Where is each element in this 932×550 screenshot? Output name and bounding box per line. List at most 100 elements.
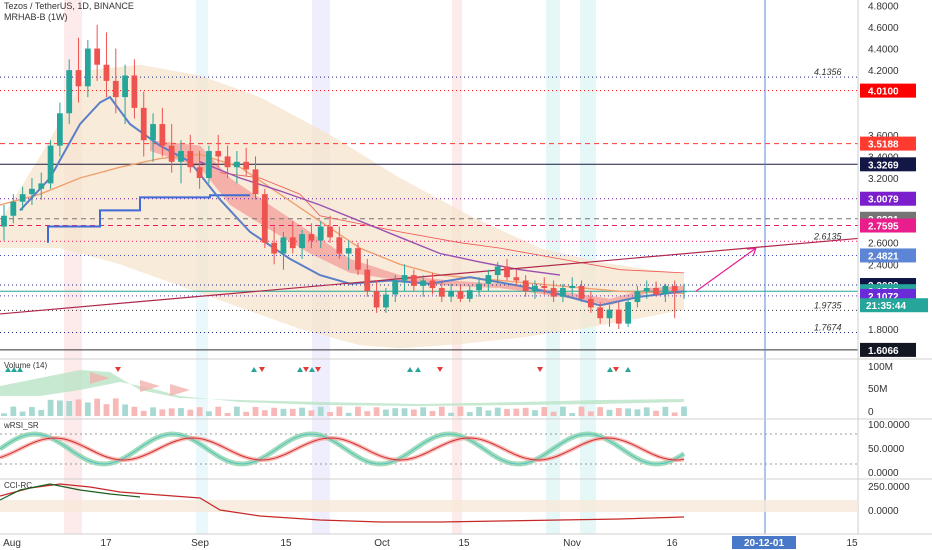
signal-up-marker [297,367,303,372]
volume-bar [383,409,389,416]
volume-bar [168,408,175,416]
price-badge [860,136,916,151]
volume-tick-label: 0 [868,407,874,418]
candle-body [494,266,501,276]
volume-bar [224,413,231,416]
price-badge-label: 2.4821 [868,251,899,262]
candle-body [122,75,128,98]
signal-down-marker [537,367,543,372]
candle-body [159,124,166,146]
candle-body [261,194,268,243]
volume-bar [66,401,73,416]
candle-body [373,291,380,308]
signal-down-marker [259,367,265,372]
candle-body [569,285,576,289]
volume-bar [615,408,622,416]
candle-body [233,161,240,168]
candle-body [317,226,324,241]
candle-body [271,242,278,254]
candle-body [364,269,371,292]
candle-body [75,70,82,87]
candle-body [597,307,604,319]
candle-body [392,280,399,295]
candle-body [541,285,548,289]
y-tick-label: 4.2000 [868,66,899,77]
signal-down-marker [315,367,321,372]
volume-bar [122,404,128,416]
volume-bar [504,408,510,416]
candle-body [615,309,622,324]
volume-bar [438,406,445,416]
symbol-title[interactable]: Tezos / TetherUS, 1D, BINANCE [4,1,134,11]
candle-body [187,151,194,168]
chart-header: Tezos / TetherUS, 1D, BINANCE MRHAB-B (1… [4,1,134,23]
price-badge [860,157,916,172]
candle-body [196,167,203,178]
volume-bar [38,409,45,416]
volume-bar [103,404,110,416]
candle-body [448,291,455,297]
volume-bar [84,402,91,416]
volume-bar [327,412,333,416]
candle-body [299,234,305,249]
volume-bar [429,411,436,416]
candle-body [289,237,296,249]
signal-up-marker [607,367,613,372]
candle-body [634,291,641,303]
candle-body [438,288,445,297]
volume-bar [94,398,101,416]
volume-bar [494,407,501,416]
volume-bar [336,406,343,416]
candle-body [485,275,492,284]
volume-bar [280,408,287,416]
rsi-tick-label: 100.0000 [868,420,910,431]
signal-down-marker [437,367,443,372]
signal-up-marker [251,367,257,372]
cci-pane-label[interactable]: CCI-RC [4,481,32,490]
candle-body [587,298,594,308]
signal-up-marker [17,367,23,372]
price-badge-label: 3.0079 [868,195,899,206]
volume-bar [29,407,35,416]
candle-body [1,215,7,227]
volume-bar [569,413,576,416]
price-badge [860,218,916,233]
bollinger-cloud [0,64,684,349]
ema-orange [0,153,685,295]
candle-body [560,288,566,297]
wrsi-pane-label[interactable]: wRSI_SR [4,421,39,430]
candle-body [429,280,436,289]
indicator-label[interactable]: MRHAB-B (1W) [4,12,68,22]
price-badge-label: 2.1072 [868,292,899,303]
rsi-tick-label: 0.0000 [868,468,899,479]
x-tick-label: Aug [3,538,21,549]
candle-body [131,75,138,108]
date-badge [732,536,796,549]
projection-arrow-head [746,247,757,257]
cci-tick-label: 0.0000 [868,506,899,517]
candle-body [47,145,54,184]
volume-bar [634,409,641,416]
price-level-label: 2.6135 [813,231,843,241]
rsi-line [0,433,685,465]
volume-bar [532,410,538,416]
volume-pane-label[interactable]: Volume (14) [4,361,48,370]
candle-body [66,70,73,114]
candle-body [681,291,687,293]
y-tick-label: 2.4000 [868,260,899,271]
candle-body [420,280,427,286]
rsi-tick-label: 50.0000 [868,444,905,455]
price-badge-label: 3.5188 [868,140,899,151]
cci-line [0,483,685,523]
signal-down-marker [613,367,619,372]
volume-cloud-red [140,380,160,392]
ema-blue [19,95,685,307]
signal-up-marker [309,367,315,372]
volume-bar [476,406,482,416]
candle-body [383,294,389,308]
volume-bar [345,412,352,416]
volume-bar [19,411,26,416]
candle-body [504,266,510,278]
x-tick-label: 16 [666,538,678,549]
